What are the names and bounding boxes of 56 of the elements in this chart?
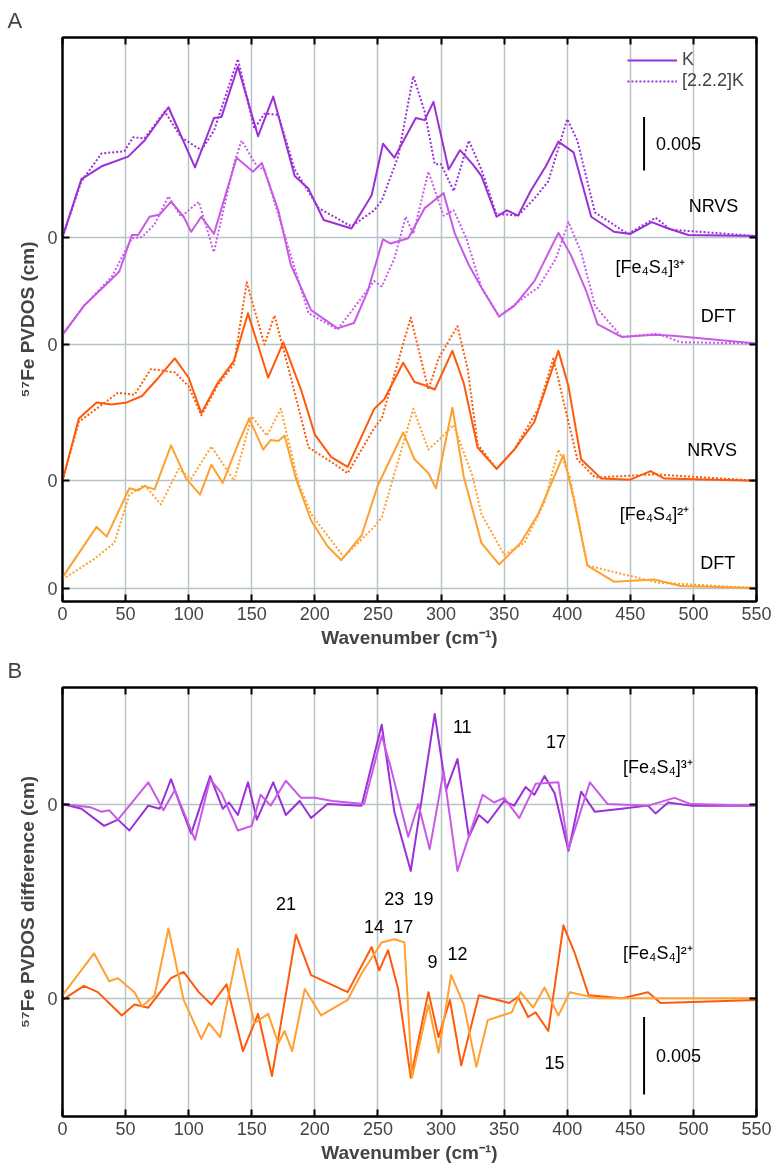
x-tick-label: 350	[489, 1118, 520, 1139]
annotation: 17	[393, 917, 414, 938]
x-tick-label: 200	[299, 603, 330, 624]
x-tick-label: 200	[299, 1118, 330, 1139]
x-tick-label: 100	[173, 603, 204, 624]
annotation: [Fe₄S₄]²⁺	[623, 943, 693, 964]
x-tick-label: 550	[741, 1118, 772, 1139]
x-tick-label: 400	[552, 603, 583, 624]
y-tick-label: 0	[47, 471, 58, 492]
annotation: 14	[364, 917, 385, 938]
chart-title: B	[7, 657, 23, 683]
annotation: [Fe₄S₄]²⁺	[619, 504, 690, 525]
x-tick-label: 250	[362, 1118, 393, 1139]
annotation: 23	[384, 889, 405, 910]
annotation: 9	[427, 951, 438, 972]
annotation: 15	[544, 1052, 565, 1073]
annotation: 19	[413, 889, 434, 910]
x-tick-label: 450	[615, 1118, 646, 1139]
annotation: NRVS	[688, 196, 739, 217]
x-tick-label: 500	[678, 603, 709, 624]
annotation: 17	[545, 732, 566, 753]
annotation: 21	[275, 894, 296, 915]
x-tick-label: 400	[552, 1118, 583, 1139]
x-tick-label: 450	[615, 603, 646, 624]
y-axis-title: ⁵⁷Fe PVDOS difference (cm)	[17, 775, 39, 1029]
annotation: DFT	[700, 552, 736, 573]
x-tick-label: 350	[489, 603, 520, 624]
x-tick-label: 500	[678, 1118, 709, 1139]
annotation: DFT	[700, 305, 736, 326]
annotation: NRVS	[687, 439, 737, 460]
x-tick-label: 50	[115, 603, 136, 624]
x-axis-title: Wavenumber (cm⁻¹)	[321, 626, 498, 648]
annotation: 12	[447, 943, 468, 964]
x-tick-label: 100	[173, 1118, 204, 1139]
x-tick-label: 250	[362, 603, 393, 624]
annotation: 0.005	[656, 134, 702, 155]
chart-title: A	[7, 7, 23, 33]
y-tick-label: 0	[47, 578, 58, 599]
legend-label: K	[681, 49, 695, 70]
x-tick-label: 150	[236, 1118, 267, 1139]
x-tick-label: 300	[426, 1118, 457, 1139]
y-tick-label: 0	[47, 334, 58, 355]
annotation: [Fe₄S₄]³⁺	[623, 756, 693, 777]
annotation: 11	[452, 717, 472, 738]
x-tick-label: 150	[236, 603, 267, 624]
x-axis-title: Wavenumber (cm⁻¹)	[321, 1141, 498, 1163]
x-tick-label: 50	[115, 1118, 136, 1139]
annotation: [Fe₄S₄]³⁺	[615, 257, 686, 278]
y-tick-label: 0	[47, 988, 58, 1009]
y-tick-label: 0	[47, 227, 58, 248]
legend-label: [2.2.2]K	[681, 70, 744, 91]
annotation: 0.005	[656, 1046, 702, 1067]
y-axis-title: ⁵⁷Fe PVDOS (cm)	[17, 241, 39, 398]
y-tick-label: 0	[47, 794, 58, 815]
x-tick-label: 300	[426, 603, 457, 624]
x-tick-label: 550	[741, 603, 772, 624]
